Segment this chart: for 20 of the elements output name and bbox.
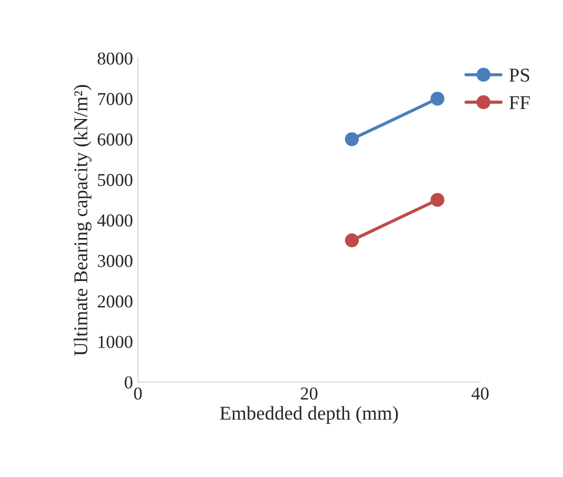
y-tick-label: 5000 [98,174,132,186]
x-tick-label: 0 [134,387,142,400]
x-tick-label: 40 [472,387,489,400]
x-axis-title: Embedded depth (mm) [220,406,398,424]
legend-label: FF [509,96,530,109]
y-tick-label: 0 [124,376,132,389]
x-tick-label: 20 [300,387,318,400]
y-tick-label: 1000 [98,336,132,348]
point [344,132,359,146]
y-axis-title: Ultimate Bearing capacity (kN/m²) [74,84,92,356]
y-tick-label: 2000 [98,295,132,308]
point [430,192,444,207]
y-tick-label: 6000 [98,133,132,146]
y-tick-label: 8000 [98,52,132,65]
point [430,92,444,106]
point [344,233,359,248]
y-tick-label: 3000 [98,254,132,268]
legend-label: PS [509,68,530,82]
y-tick-label: 7000 [98,92,132,106]
y-tick-label: 4000 [97,214,132,227]
